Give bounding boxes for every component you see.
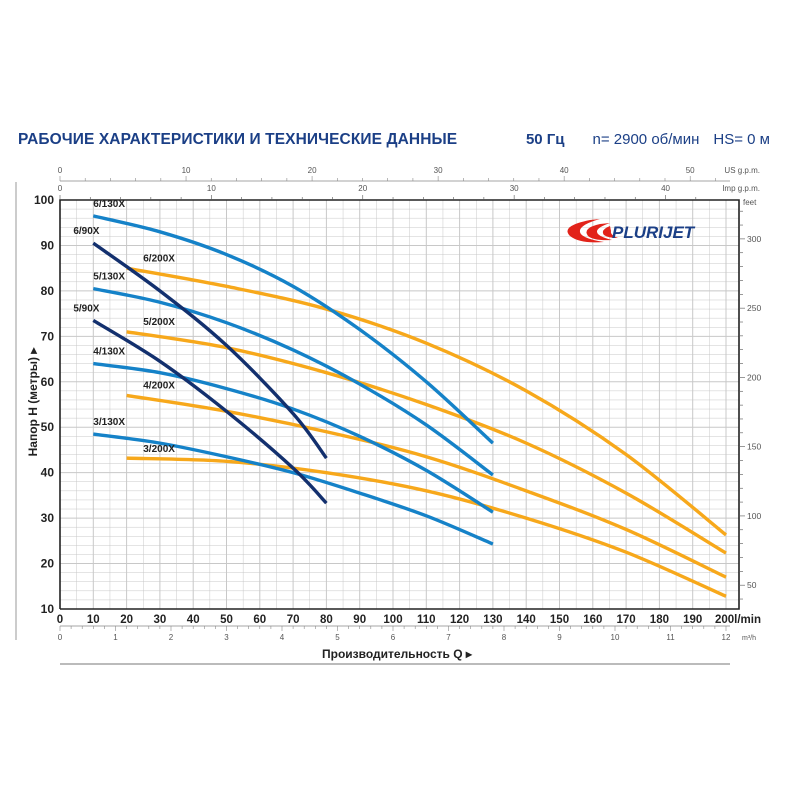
curve-6-130x [92, 214, 495, 445]
svg-text:0: 0 [58, 184, 63, 193]
svg-text:40: 40 [560, 166, 569, 175]
svg-text:10: 10 [87, 614, 100, 626]
grid-lines [59, 199, 740, 610]
svg-text:90: 90 [41, 238, 55, 252]
svg-text:40: 40 [661, 184, 670, 193]
svg-text:40: 40 [187, 614, 200, 626]
svg-text:70: 70 [41, 329, 55, 343]
svg-text:8: 8 [502, 633, 507, 642]
curve-3-130x [93, 432, 494, 546]
svg-text:60: 60 [253, 614, 266, 626]
curve-6-90x [92, 241, 328, 460]
brand-name: PLURIJET [612, 223, 696, 242]
curve-label: 4/200X [143, 381, 175, 392]
y-axis-title: Напор H (метры) ▸ [26, 347, 40, 457]
curve-label: 5/130X [93, 272, 125, 283]
svg-text:30: 30 [41, 511, 55, 525]
svg-text:feet: feet [743, 198, 757, 207]
curve-label: 6/200X [143, 253, 175, 264]
curve-labels: 6/130X 6/90X 6/200X 5/130X 5/90X 5/200X 4/130X… [73, 199, 175, 455]
svg-text:80: 80 [320, 614, 333, 626]
curve-label: 6/130X [93, 199, 125, 210]
svg-text:20: 20 [120, 614, 133, 626]
svg-text:50: 50 [686, 166, 695, 175]
svg-text:40: 40 [41, 466, 55, 480]
svg-text:5: 5 [335, 633, 340, 642]
curve-label: 5/90X [73, 303, 99, 314]
svg-text:90: 90 [353, 614, 366, 626]
svg-text:100: 100 [34, 193, 54, 207]
svg-text:9: 9 [557, 633, 562, 642]
svg-text:80: 80 [41, 284, 55, 298]
svg-text:US g.p.m.: US g.p.m. [724, 166, 760, 175]
svg-text:50: 50 [41, 420, 55, 434]
svg-text:0: 0 [58, 166, 63, 175]
svg-text:20: 20 [308, 166, 317, 175]
svg-text:10: 10 [611, 633, 620, 642]
svg-text:70: 70 [287, 614, 300, 626]
svg-text:120: 120 [450, 614, 469, 626]
svg-text:180: 180 [650, 614, 669, 626]
svg-text:100: 100 [747, 511, 761, 521]
curve-label: 3/130X [93, 417, 125, 428]
svg-text:4: 4 [280, 633, 285, 642]
svg-text:7: 7 [446, 633, 451, 642]
svg-text:50: 50 [747, 580, 757, 590]
speed: n= 2900 об/мин [592, 131, 700, 148]
svg-text:60: 60 [41, 375, 55, 389]
svg-text:170: 170 [617, 614, 636, 626]
logo-swoosh-icon [567, 219, 604, 243]
suction-head: HS= 0 м [713, 131, 770, 148]
svg-text:200l/min: 200l/min [715, 614, 761, 626]
svg-text:150: 150 [550, 614, 569, 626]
svg-text:12: 12 [722, 633, 731, 642]
svg-text:m³/h: m³/h [742, 635, 756, 642]
svg-text:20: 20 [358, 184, 367, 193]
svg-text:0: 0 [58, 633, 63, 642]
x-axis-title: Производительность Q ▸ [322, 647, 472, 661]
svg-text:11: 11 [666, 633, 675, 642]
svg-text:10: 10 [207, 184, 216, 193]
svg-text:250: 250 [747, 303, 761, 313]
svg-text:1: 1 [113, 633, 118, 642]
curve-5-90x [92, 318, 328, 505]
chart-title: РАБОЧИЕ ХАРАКТЕРИСТИКИ И ТЕХНИЧЕСКИЕ ДАН… [18, 131, 458, 148]
svg-text:0: 0 [57, 614, 63, 626]
pump-curves [92, 214, 728, 598]
svg-text:Imp g.p.m.: Imp g.p.m. [722, 184, 760, 193]
svg-text:130: 130 [483, 614, 502, 626]
svg-text:30: 30 [510, 184, 519, 193]
svg-text:300: 300 [747, 234, 761, 244]
svg-text:10: 10 [182, 166, 191, 175]
svg-text:10: 10 [41, 602, 55, 616]
plurijet-logo: PLURIJET [567, 219, 696, 243]
curve-6-200x [126, 266, 728, 537]
chart-specs: 50 Гц n= 2900 об/мин HS= 0 м [526, 131, 770, 148]
frequency: 50 Гц [525, 131, 565, 148]
svg-text:110: 110 [417, 614, 436, 626]
svg-text:160: 160 [583, 614, 602, 626]
svg-text:140: 140 [517, 614, 536, 626]
svg-text:20: 20 [41, 557, 55, 571]
curve-label: 6/90X [73, 226, 99, 237]
svg-text:50: 50 [220, 614, 233, 626]
svg-text:30: 30 [154, 614, 167, 626]
curve-label: 3/200X [143, 444, 175, 455]
curve-label: 4/130X [93, 347, 125, 358]
svg-text:190: 190 [683, 614, 702, 626]
svg-text:100: 100 [383, 614, 402, 626]
curve-4-130x [93, 361, 494, 514]
curve-5-130x [92, 286, 494, 477]
curve-label: 5/200X [143, 317, 175, 328]
svg-text:2: 2 [169, 633, 174, 642]
svg-text:30: 30 [434, 166, 443, 175]
svg-text:3: 3 [224, 633, 229, 642]
svg-text:200: 200 [747, 372, 761, 382]
svg-text:150: 150 [747, 442, 761, 452]
svg-text:6: 6 [391, 633, 396, 642]
curve-3-200x [126, 456, 727, 598]
